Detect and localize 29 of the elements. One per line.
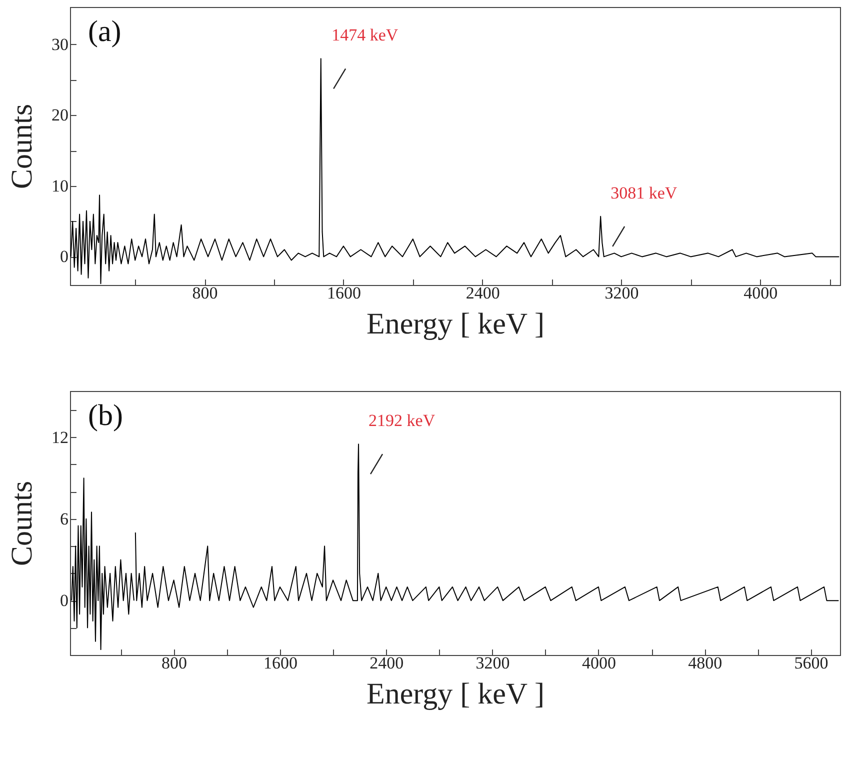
annotation: (b)	[88, 399, 123, 432]
x-tick-label: 800	[192, 284, 218, 302]
y-axis-title: Counts	[6, 104, 38, 190]
y-tick-label: 12	[52, 428, 68, 447]
x-tick-label: 4000	[744, 284, 778, 302]
x-tick-label: 1600	[263, 654, 298, 672]
annotation: 1474 keV	[332, 26, 399, 45]
y-tick-label: 0	[60, 591, 68, 610]
y-tick-label: 10	[52, 176, 68, 196]
y-tick-label: 6	[60, 509, 68, 528]
annotation: 2192 keV	[368, 411, 436, 430]
x-axis-title: Energy [ keV ]	[366, 308, 545, 340]
x-tick-label: 4800	[688, 654, 722, 672]
annotation: (a)	[88, 15, 122, 48]
x-tick-label: 4000	[582, 654, 616, 672]
x-tick-label: 2400	[370, 654, 404, 672]
line-series	[70, 58, 840, 284]
y-tick-label: 20	[52, 106, 68, 125]
y-tick-label: 0	[60, 247, 68, 266]
x-axis-title: Energy [ keV ]	[366, 678, 545, 710]
y-axis-title: Counts	[6, 480, 38, 566]
x-tick-label: 5600	[794, 654, 828, 672]
x-tick-label: 2400	[466, 284, 500, 302]
x-tick-label: 1600	[326, 284, 361, 302]
annotation: 3081 keV	[610, 183, 678, 202]
y-tick-label: 30	[52, 34, 68, 54]
x-tick-label: 3200	[476, 654, 510, 672]
x-tick-label: 3200	[604, 284, 639, 302]
x-tick-label: 800	[162, 654, 188, 672]
